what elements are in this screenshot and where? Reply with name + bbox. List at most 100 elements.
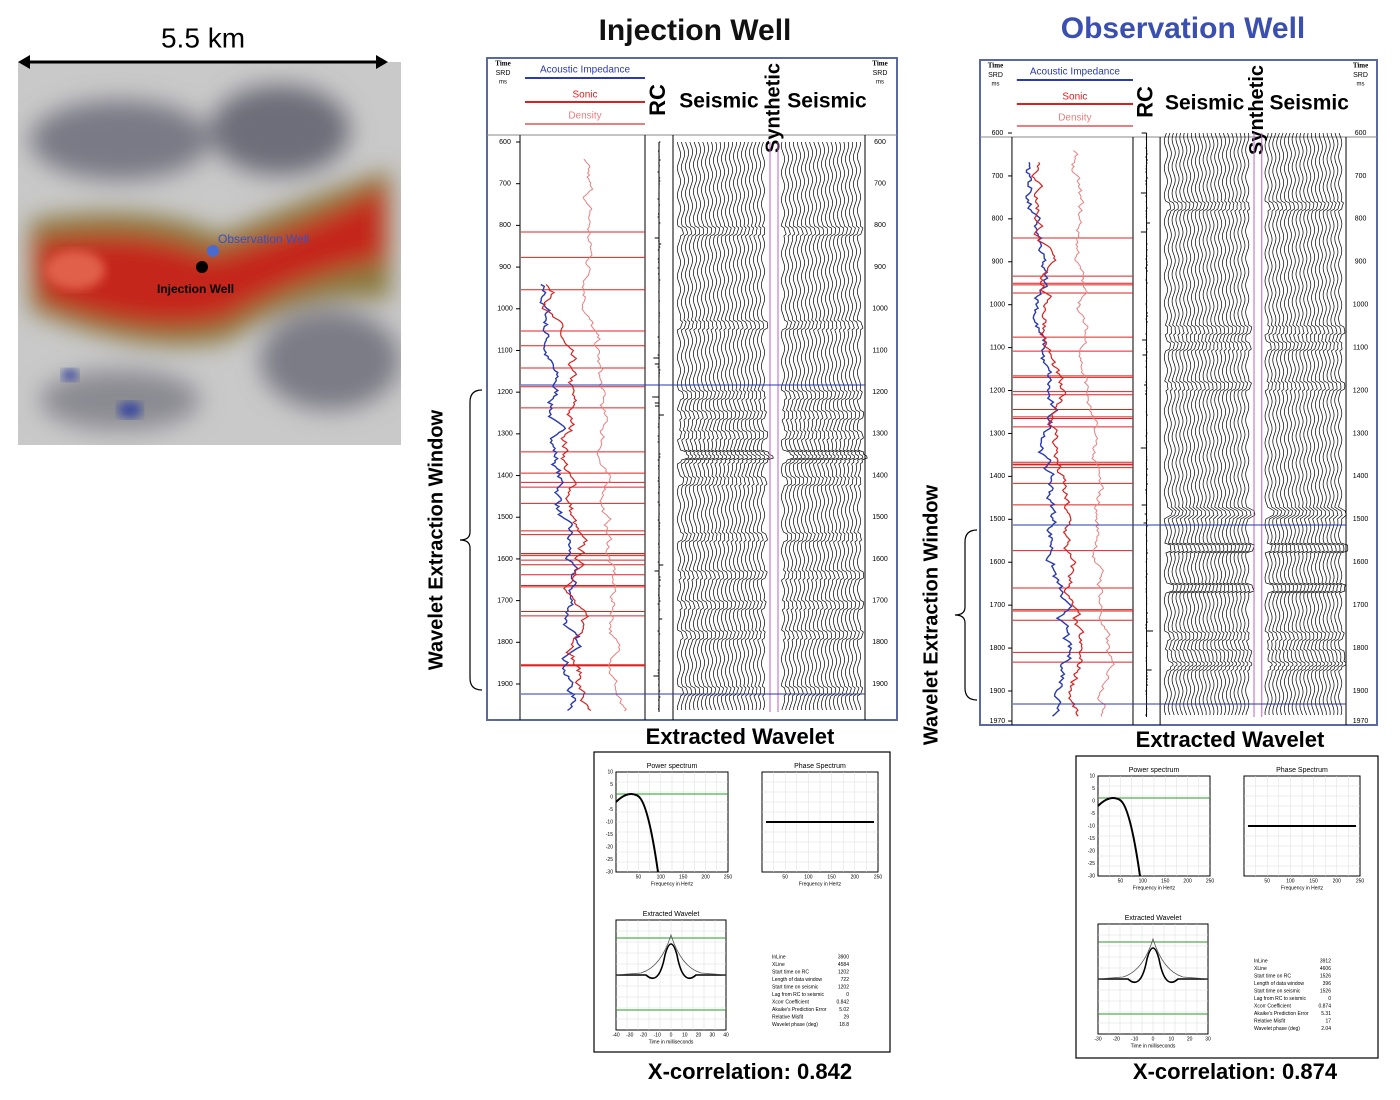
seismic-trace xyxy=(717,141,727,711)
seismic-trace xyxy=(1194,132,1205,716)
panel-frame xyxy=(486,57,898,721)
time-tick-label: 800 xyxy=(499,222,511,229)
seismic-header: Seismic xyxy=(787,90,867,113)
time-tick: 10 xyxy=(682,1032,688,1038)
time-tick-label: 1800 xyxy=(872,639,888,646)
rc-header: RC xyxy=(1132,86,1157,118)
seismic-trace xyxy=(1245,132,1256,716)
seismic-header: Seismic xyxy=(679,90,759,113)
seismic-trace xyxy=(793,141,806,711)
log-curve xyxy=(541,284,592,711)
stat-name: Start time on RC xyxy=(772,969,809,975)
stat-name: InLine xyxy=(772,954,786,960)
synthetic-header: Synthetic xyxy=(1246,65,1268,155)
power-tick: -5 xyxy=(609,807,614,813)
seismic-trace xyxy=(1280,132,1291,716)
time-tick-label: 700 xyxy=(992,173,1004,180)
time-tick-label: 1400 xyxy=(497,472,513,479)
seismic-trace xyxy=(1322,132,1333,716)
seismic-trace xyxy=(1284,132,1294,716)
seismic-trace xyxy=(849,141,860,711)
seismic-trace xyxy=(749,141,761,711)
time-tick-label: 1200 xyxy=(990,387,1006,394)
seismic-trace xyxy=(817,141,829,711)
power-tick: 0 xyxy=(610,794,613,800)
ms-header: ms xyxy=(876,80,884,86)
seismic-trace xyxy=(1326,132,1337,716)
freq-tick: 100 xyxy=(1139,878,1148,884)
seismic-trace xyxy=(789,141,802,711)
time-tick: -30 xyxy=(626,1032,633,1038)
seismic-trace xyxy=(857,141,868,711)
power-curve xyxy=(615,793,659,873)
power-tick: 5 xyxy=(1092,786,1095,792)
time-tick: 40 xyxy=(723,1032,729,1038)
ms-header: ms xyxy=(991,82,999,88)
time-tick: -20 xyxy=(1113,1036,1120,1042)
freq-tick: 250 xyxy=(1206,878,1215,884)
seismic-trace xyxy=(1198,132,1209,715)
time-tick-label: 700 xyxy=(1355,173,1367,180)
seismic-trace xyxy=(1233,132,1244,716)
stat-name: Length of data window xyxy=(1254,981,1304,987)
time-tick-label: 1100 xyxy=(1353,344,1368,351)
power-tick: 10 xyxy=(607,769,613,775)
ai-header: Acoustic Impedance xyxy=(540,65,630,76)
seismic-trace xyxy=(753,141,766,711)
panel-title: Injection Well xyxy=(599,14,792,47)
window-bracket xyxy=(459,389,483,691)
plot-title: Phase Spectrum xyxy=(1276,767,1328,774)
power-tick: 10 xyxy=(1089,773,1095,779)
power-tick: -10 xyxy=(1088,823,1095,829)
seismic-trace xyxy=(1318,133,1329,716)
rc-spikes xyxy=(1140,132,1154,716)
seismic-trace xyxy=(1291,132,1302,716)
stat-value: 1526 xyxy=(1320,988,1331,994)
time-header: Time xyxy=(872,60,887,68)
time-tick-label: 1300 xyxy=(872,431,888,438)
time-tick-label: 900 xyxy=(992,259,1004,266)
density-header: Density xyxy=(1058,113,1091,124)
wavelet-heading: Extracted Wavelet xyxy=(1136,727,1325,752)
time-tick: 30 xyxy=(709,1032,715,1038)
seismic-trace xyxy=(745,141,757,711)
seismic-trace xyxy=(1264,132,1275,716)
time-tick-label: 1000 xyxy=(872,306,888,313)
seismic-trace xyxy=(741,141,753,711)
time-tick: 20 xyxy=(1187,1036,1193,1042)
freq-tick: 150 xyxy=(827,874,836,880)
stat-name: Relative Misfit xyxy=(772,1014,804,1020)
stat-name: Akaike's Prediction Error xyxy=(772,1007,827,1013)
seismic-trace xyxy=(729,141,740,711)
time-tick-label: 600 xyxy=(992,130,1004,137)
seismic-trace xyxy=(681,141,694,711)
seismic-trace xyxy=(1295,132,1306,716)
time-tick-label: 1900 xyxy=(1353,688,1369,695)
time-tick-label: 600 xyxy=(499,139,511,146)
stat-value: 1202 xyxy=(838,969,849,975)
time-tick: -30 xyxy=(1094,1036,1101,1042)
stat-value: 0.842 xyxy=(836,999,849,1005)
wavelet-curve xyxy=(1098,947,1208,984)
time-tick-label: 1400 xyxy=(872,472,888,479)
seismic-header: Seismic xyxy=(1270,92,1350,115)
seismic-trace xyxy=(1183,132,1194,716)
freq-tick: 150 xyxy=(1309,878,1318,884)
time-tick-label: 600 xyxy=(1355,130,1367,137)
freq-tick: 50 xyxy=(1118,878,1124,884)
observation-label: Observation Well xyxy=(218,232,309,246)
seismic-trace xyxy=(801,141,814,711)
stat-value: 18.8 xyxy=(839,1022,849,1028)
freq-tick: 50 xyxy=(1264,878,1270,884)
stat-value: 1526 xyxy=(1320,973,1331,979)
log-curve xyxy=(581,158,627,712)
time-tick-label: 600 xyxy=(874,139,886,146)
stat-name: XLine xyxy=(772,962,785,968)
time-tick-label: 800 xyxy=(1355,216,1367,223)
wavelet-curve xyxy=(1097,937,1209,980)
time-tick-label: 1100 xyxy=(497,347,512,354)
time-tick-label: 1600 xyxy=(990,559,1006,566)
sonic-header: Sonic xyxy=(1062,92,1087,103)
synthetic-header: Synthetic xyxy=(762,63,784,153)
window-label: Wavelet Extraction Window xyxy=(425,409,447,670)
